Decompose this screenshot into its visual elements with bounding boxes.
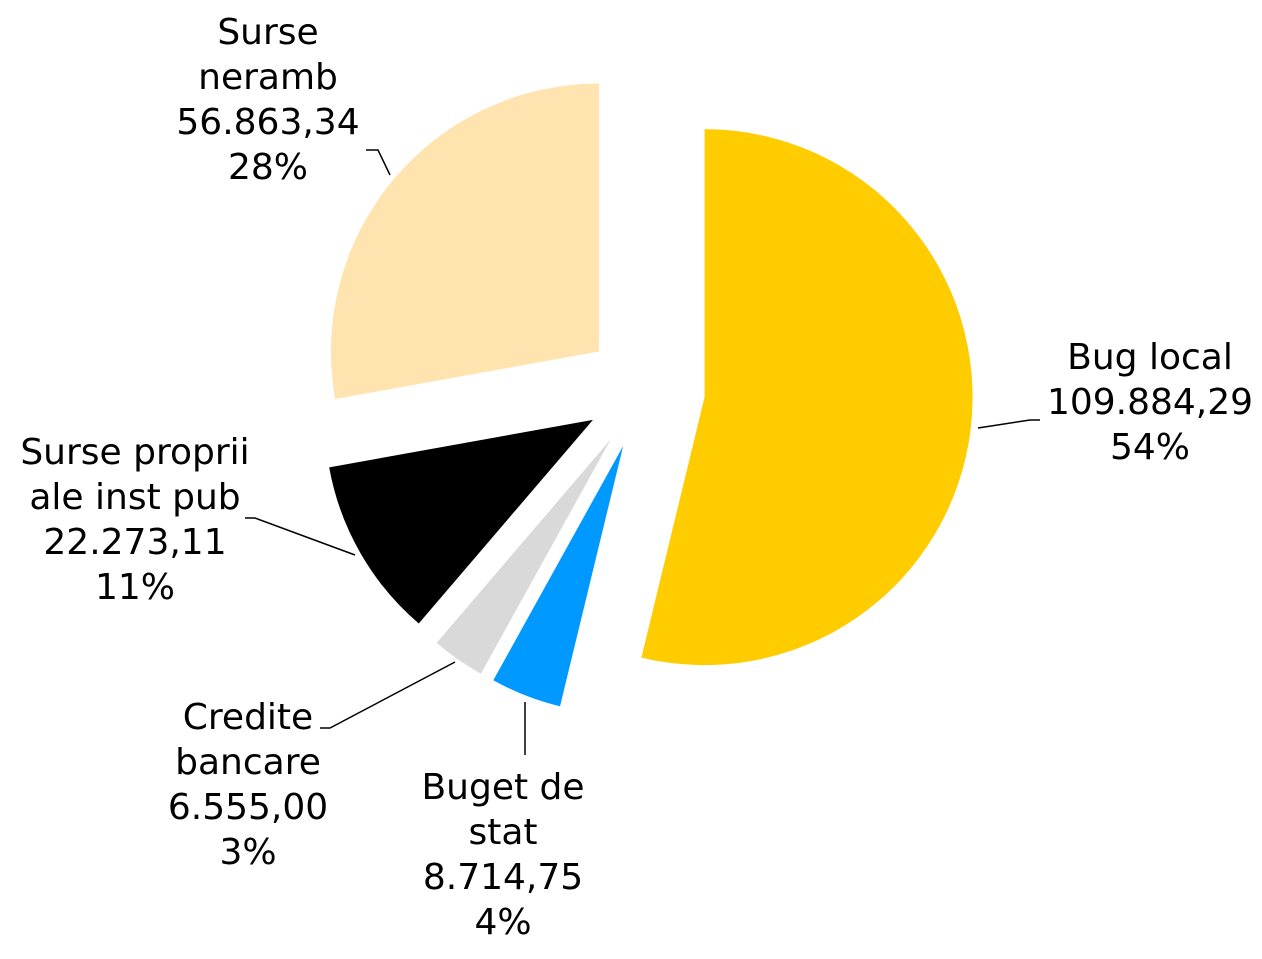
percentage-label: 11%: [94, 567, 175, 608]
pie-slice: [436, 439, 611, 674]
data-label: Buget de stat 8.714,75 4%: [403, 765, 603, 945]
value-label: 22.273,11: [43, 522, 227, 563]
value-label: 6.555,00: [167, 787, 329, 828]
data-label: Surse neramb 56.863,34 28%: [176, 10, 359, 190]
leader-line: [245, 517, 356, 556]
percentage-label: 28%: [227, 147, 308, 188]
category-label: Credite bancare: [175, 697, 321, 783]
pie-slice: [329, 419, 593, 624]
pie-slice: [493, 445, 624, 707]
leader-line: [320, 661, 456, 729]
data-label: Bug local 109.884,29 54%: [1035, 335, 1262, 470]
percentage-label: 4%: [474, 902, 532, 943]
percentage-label: 54%: [1109, 427, 1190, 468]
category-label: Buget de stat: [421, 767, 585, 853]
category-label: Surse proprii ale inst pub: [20, 432, 250, 518]
leader-line: [366, 149, 391, 176]
percentage-label: 3%: [219, 832, 277, 873]
leader-line: [977, 419, 1040, 429]
category-label: Surse neramb: [198, 12, 338, 98]
pie-slice: [330, 83, 599, 399]
category-label: Bug local: [1067, 337, 1233, 378]
pie-slice: [641, 129, 973, 666]
value-label: 56.863,34: [176, 102, 360, 143]
data-label: Surse proprii ale inst pub 22.273,11 11%: [10, 430, 260, 610]
value-label: 109.884,29: [1046, 382, 1254, 423]
value-label: 8.714,75: [422, 857, 584, 898]
data-label: Credite bancare 6.555,00 3%: [158, 695, 338, 875]
